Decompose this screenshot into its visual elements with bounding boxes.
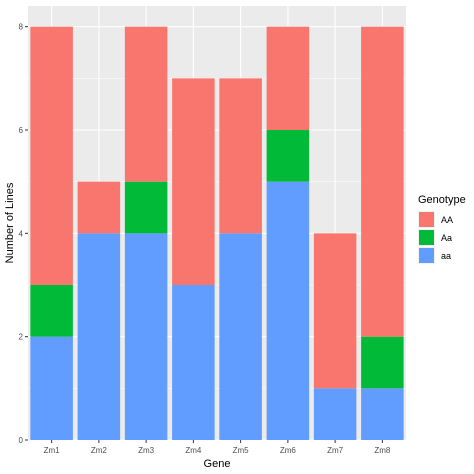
y-tick-label: 0 [19, 436, 24, 445]
bar-Zm7-AA [313, 233, 357, 389]
y-tick-label: 8 [19, 23, 24, 32]
x-tick-label-Zm8: Zm8 [374, 446, 391, 455]
bar-Zm4-aa [172, 285, 215, 440]
bar-Zm3-AA [124, 26, 168, 182]
bar-Zm6-Aa [266, 130, 310, 182]
x-tick-label-Zm4: Zm4 [185, 446, 202, 455]
bar-Zm5-aa [219, 233, 262, 440]
y-axis-title: Number of Lines [4, 182, 16, 263]
bar-Zm3-Aa [124, 181, 168, 234]
legend: Genotype AA Aa aa [418, 194, 466, 264]
bar-Zm1-aa [30, 336, 73, 440]
x-tick-label-Zm6: Zm6 [280, 446, 297, 455]
legend-label-aa: aa [441, 251, 451, 261]
bar-Zm6-AA [266, 26, 310, 131]
bar-Zm8-Aa [361, 336, 404, 389]
bar-Zm8-AA [361, 26, 404, 337]
x-axis: Zm1 Zm2 Zm3 Zm4 Zm5 Zm6 Zm7 Zm8 [44, 440, 391, 455]
x-tick-label-Zm2: Zm2 [91, 446, 108, 455]
x-tick-label-Zm7: Zm7 [327, 446, 344, 455]
bar-Zm6-aa [266, 181, 310, 440]
y-axis: 0 2 4 6 8 [19, 23, 28, 445]
bar-Zm3-aa [124, 233, 168, 440]
legend-key-aa [419, 248, 434, 263]
bar-Zm1-Aa [30, 285, 73, 337]
x-tick-label-Zm3: Zm3 [138, 446, 155, 455]
bar-Zm7-aa [313, 388, 357, 440]
legend-key-Aa [419, 230, 434, 245]
legend-label-AA: AA [441, 215, 453, 225]
x-tick-label-Zm5: Zm5 [233, 446, 250, 455]
legend-key-AA [419, 212, 434, 227]
y-tick-label: 4 [19, 229, 24, 238]
x-tick-label-Zm1: Zm1 [44, 446, 61, 455]
y-tick-label: 2 [19, 333, 24, 342]
bars [30, 26, 404, 440]
bar-Zm2-AA [77, 181, 121, 234]
bar-Zm2-aa [77, 233, 121, 440]
bar-Zm4-AA [172, 78, 215, 285]
bar-Zm1-AA [30, 26, 73, 286]
legend-label-Aa: Aa [441, 233, 452, 243]
bar-Zm5-AA [219, 78, 262, 234]
bar-Zm8-aa [361, 388, 404, 440]
legend-title: Genotype [418, 194, 466, 206]
y-tick-label: 6 [19, 126, 24, 135]
x-axis-title: Gene [204, 458, 231, 470]
